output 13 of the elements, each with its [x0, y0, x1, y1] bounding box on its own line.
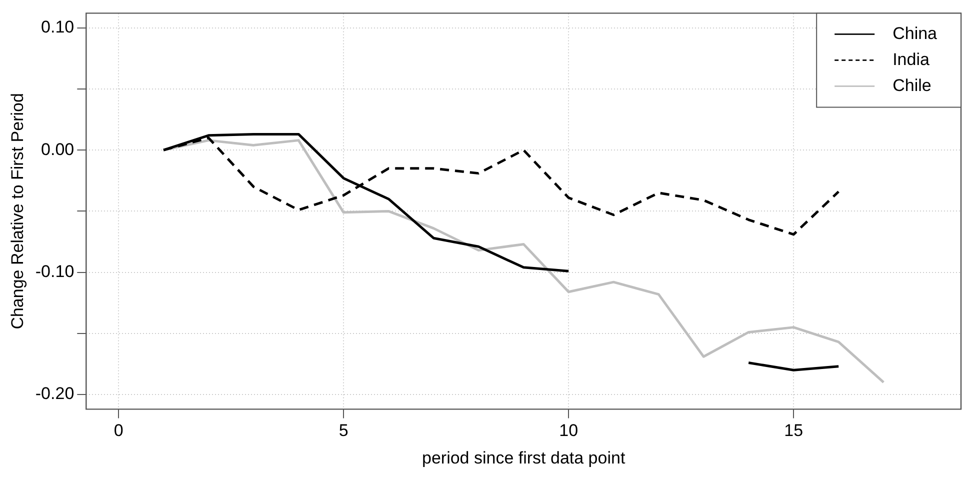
x-tick-label: 15: [784, 421, 804, 440]
x-axis-title: period since first data point: [422, 448, 626, 468]
y-tick-label: -0.20: [35, 384, 74, 404]
legend-label: India: [892, 50, 930, 69]
x-tick-label: 0: [114, 421, 124, 440]
y-axis-title: Change Relative to First Period: [8, 93, 27, 330]
x-tick-label: 10: [559, 421, 578, 440]
y-tick-label: -0.10: [35, 262, 74, 281]
legend-label: Chile: [892, 76, 932, 95]
y-tick-label: 0.10: [41, 18, 74, 37]
y-tick-label: 0.00: [41, 140, 74, 159]
legend-label: China: [892, 24, 938, 43]
x-tick-label: 5: [338, 421, 348, 440]
